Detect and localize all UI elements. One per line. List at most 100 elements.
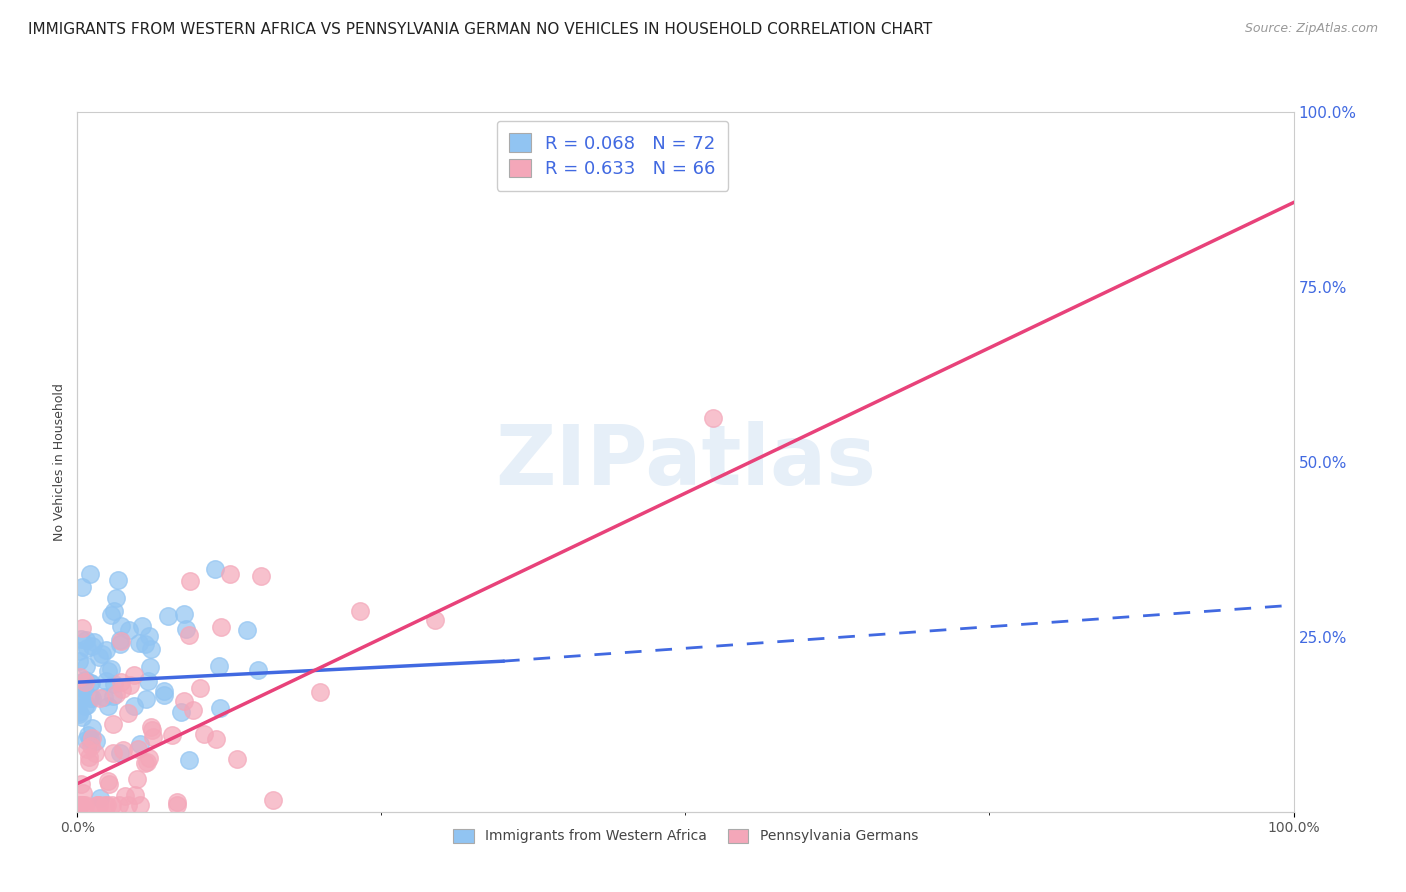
Point — [101, 717, 124, 731]
Point — [69, 797, 91, 812]
Point — [124, 788, 146, 802]
Point — [262, 793, 284, 807]
Point — [153, 684, 176, 698]
Point — [100, 607, 122, 622]
Point — [80, 675, 103, 690]
Point — [94, 643, 117, 657]
Point — [134, 637, 156, 651]
Point — [97, 664, 120, 678]
Point — [97, 774, 120, 789]
Point — [86, 797, 108, 812]
Point — [73, 673, 96, 688]
Point — [226, 752, 249, 766]
Point — [94, 797, 117, 812]
Point — [80, 739, 103, 753]
Point — [250, 569, 273, 583]
Point — [89, 791, 111, 805]
Point — [79, 676, 101, 690]
Point — [79, 731, 101, 746]
Point — [67, 675, 90, 690]
Point — [141, 730, 163, 744]
Point — [110, 633, 132, 648]
Point — [110, 619, 132, 633]
Point — [69, 690, 91, 705]
Point — [87, 650, 110, 665]
Point — [129, 737, 152, 751]
Point — [124, 667, 146, 681]
Point — [97, 699, 120, 714]
Point — [153, 688, 176, 702]
Point — [75, 632, 97, 647]
Point — [246, 663, 269, 677]
Point — [127, 742, 149, 756]
Point — [138, 750, 160, 764]
Point — [86, 734, 108, 748]
Point — [103, 604, 125, 618]
Point — [93, 690, 115, 705]
Point — [101, 746, 124, 760]
Point — [87, 797, 110, 812]
Point — [89, 691, 111, 706]
Point — [128, 797, 150, 812]
Point — [128, 636, 150, 650]
Point — [139, 720, 162, 734]
Point — [117, 706, 139, 721]
Point — [69, 670, 91, 684]
Point — [173, 694, 195, 708]
Point — [131, 618, 153, 632]
Point — [117, 797, 139, 812]
Point — [79, 567, 101, 582]
Point — [138, 660, 160, 674]
Point — [67, 643, 90, 657]
Point — [100, 662, 122, 676]
Point — [80, 722, 103, 736]
Point — [77, 750, 100, 764]
Point — [179, 574, 201, 589]
Point — [208, 700, 231, 714]
Point — [70, 777, 93, 791]
Point — [70, 580, 93, 594]
Point — [177, 753, 200, 767]
Point — [138, 629, 160, 643]
Point — [170, 705, 193, 719]
Point — [236, 623, 259, 637]
Point — [75, 733, 97, 747]
Point — [190, 681, 212, 695]
Point — [105, 687, 128, 701]
Point — [108, 637, 131, 651]
Point — [309, 685, 332, 699]
Point — [82, 640, 104, 654]
Point — [114, 789, 136, 804]
Point — [110, 674, 132, 689]
Point — [423, 613, 446, 627]
Point — [101, 797, 124, 812]
Point — [124, 699, 146, 714]
Point — [84, 746, 107, 760]
Point — [75, 659, 97, 673]
Legend: Immigrants from Western Africa, Pennsylvania Germans: Immigrants from Western Africa, Pennsylv… — [446, 822, 925, 850]
Point — [193, 727, 215, 741]
Point — [82, 690, 104, 705]
Point — [67, 694, 90, 708]
Point — [94, 674, 117, 689]
Point — [69, 797, 91, 812]
Point — [120, 678, 142, 692]
Point — [103, 677, 125, 691]
Point — [73, 698, 96, 713]
Point — [166, 797, 188, 812]
Point — [101, 689, 124, 703]
Point — [91, 647, 114, 661]
Point — [75, 797, 97, 812]
Text: ZIPatlas: ZIPatlas — [495, 421, 876, 502]
Point — [67, 654, 90, 668]
Point — [111, 682, 134, 697]
Point — [205, 732, 228, 747]
Point — [156, 608, 179, 623]
Point — [179, 628, 201, 642]
Point — [75, 675, 97, 690]
Point — [108, 747, 131, 761]
Text: Source: ZipAtlas.com: Source: ZipAtlas.com — [1244, 22, 1378, 36]
Point — [107, 573, 129, 587]
Point — [97, 777, 120, 791]
Point — [349, 604, 371, 618]
